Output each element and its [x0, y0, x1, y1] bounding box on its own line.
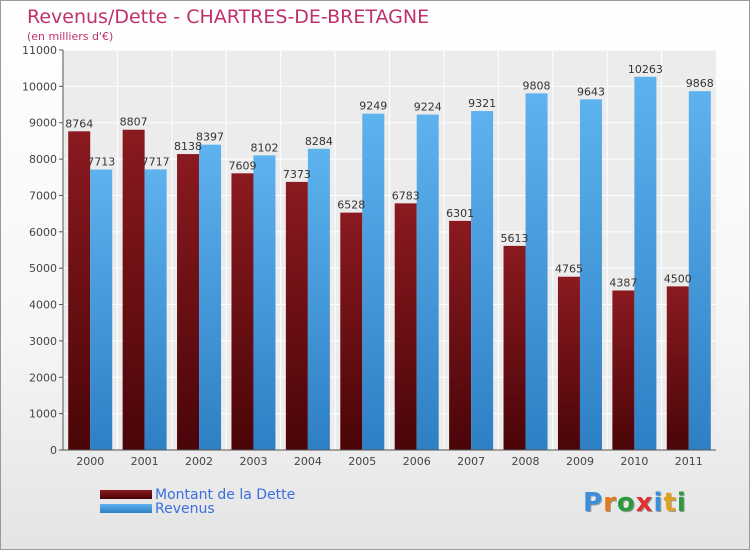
legend-swatch-dette [100, 490, 152, 499]
bar-revenus [688, 91, 711, 450]
bar-revenus [362, 113, 385, 450]
logo-letter: P [583, 488, 604, 518]
y-tick-label: 5000 [29, 262, 57, 275]
data-label-revenus: 9249 [359, 100, 387, 113]
data-label-revenus: 8102 [250, 141, 278, 154]
bar-revenus [416, 114, 439, 450]
bar-dette [503, 245, 526, 450]
y-tick-label: 8000 [29, 153, 57, 166]
x-tick-label: 2000 [76, 455, 104, 468]
logo-letter: o [616, 488, 636, 518]
y-tick-label: 1000 [29, 408, 57, 421]
data-label-dette: 4387 [609, 276, 637, 289]
bar-revenus [525, 93, 548, 450]
bar-revenus [307, 148, 330, 450]
bar-dette [666, 286, 689, 450]
bar-dette [449, 220, 472, 450]
data-label-revenus: 7713 [87, 156, 115, 169]
bar-dette [68, 131, 91, 451]
data-label-dette: 7373 [283, 168, 311, 181]
logo-letter: x [635, 488, 654, 518]
proxiti-logo: Proxiti [583, 488, 687, 518]
data-label-revenus: 9224 [414, 101, 442, 114]
data-label-revenus: 8397 [196, 131, 224, 144]
y-tick-label: 10000 [22, 80, 57, 93]
bar-dette [231, 173, 254, 451]
data-label-dette: 4765 [555, 263, 583, 276]
data-label-dette: 6528 [337, 199, 365, 212]
bar-revenus [253, 155, 276, 450]
bar-revenus [579, 99, 602, 450]
x-tick-label: 2002 [185, 455, 213, 468]
data-label-dette: 5613 [501, 232, 529, 245]
x-tick-label: 2004 [294, 455, 322, 468]
data-label-dette: 6783 [392, 189, 420, 202]
x-tick-label: 2010 [620, 455, 648, 468]
y-tick-label: 4000 [29, 299, 57, 312]
chart-title: Revenus/Dette - CHARTRES-DE-BRETAGNE [27, 6, 430, 28]
data-label-dette: 8807 [120, 116, 148, 129]
x-tick-label: 2009 [566, 455, 594, 468]
chart-subtitle: (en milliers d'€) [27, 30, 114, 43]
x-tick-label: 2005 [348, 455, 376, 468]
legend-label-revenus: Revenus [155, 501, 215, 517]
legend-label-dette: Montant de la Dette [155, 487, 296, 503]
bar-dette [612, 290, 635, 450]
data-label-revenus: 9808 [523, 79, 551, 92]
y-tick-label: 9000 [29, 117, 57, 130]
x-tick-label: 2011 [675, 455, 703, 468]
bar-revenus [634, 76, 657, 451]
data-label-dette: 7609 [228, 159, 256, 172]
x-tick-label: 2001 [131, 455, 159, 468]
logo-letter: i [676, 488, 687, 518]
y-tick-label: 3000 [29, 335, 57, 348]
data-label-revenus: 10263 [628, 63, 663, 76]
data-label-revenus: 7717 [142, 155, 170, 168]
x-tick-label: 2008 [512, 455, 540, 468]
bar-revenus [90, 169, 113, 450]
data-label-revenus: 9868 [686, 77, 714, 90]
logo-letter: t [663, 488, 677, 518]
bar-dette [285, 181, 308, 450]
logo-letter: i [653, 488, 664, 518]
bar-dette [557, 276, 580, 450]
bar-revenus [471, 111, 494, 451]
data-label-dette: 8764 [65, 117, 93, 130]
data-label-dette: 8138 [174, 140, 202, 153]
data-label-dette: 6301 [446, 207, 474, 220]
data-label-revenus: 9643 [577, 85, 605, 98]
bar-dette [394, 203, 417, 450]
legend-swatch-revenus [100, 504, 152, 513]
y-tick-label: 11000 [22, 44, 57, 57]
logo-letter: r [603, 488, 617, 518]
bar-dette [177, 154, 200, 450]
x-tick-label: 2007 [457, 455, 485, 468]
y-tick-label: 7000 [29, 189, 57, 202]
y-tick-label: 2000 [29, 371, 57, 384]
bar-dette [340, 212, 363, 450]
data-label-revenus: 9321 [468, 97, 496, 110]
x-tick-label: 2006 [403, 455, 431, 468]
x-tick-label: 2003 [239, 455, 267, 468]
data-label-revenus: 8284 [305, 135, 333, 148]
data-label-dette: 4500 [664, 272, 692, 285]
y-tick-label: 0 [50, 444, 57, 457]
bar-revenus [144, 169, 167, 450]
y-tick-label: 6000 [29, 226, 57, 239]
bar-dette [122, 129, 145, 450]
bar-revenus [199, 144, 222, 450]
